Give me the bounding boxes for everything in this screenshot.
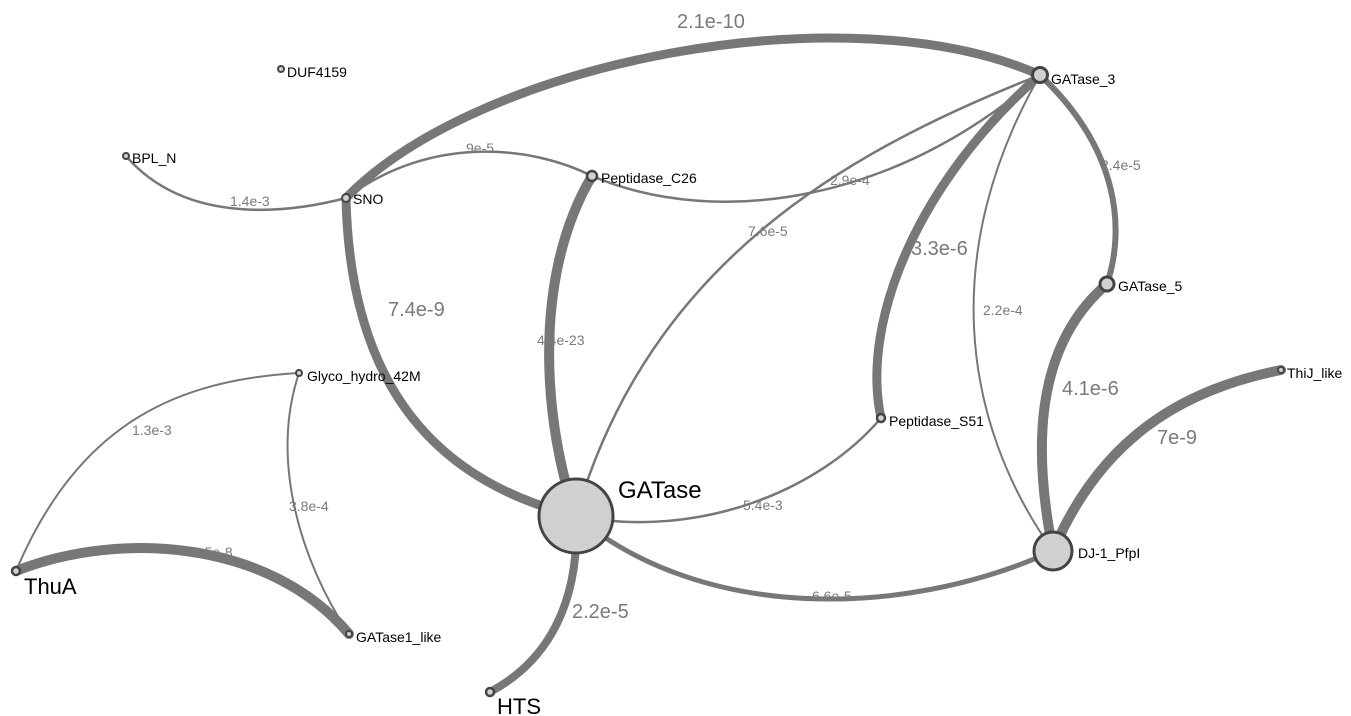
edge-label-gatase-peps51: 5.4e-3 [743, 497, 783, 513]
edge-sno-gatase [341, 193, 581, 521]
node-gatase1[interactable]: GATase1_like [345, 629, 442, 645]
edge-glyco-gatase1 [286, 372, 350, 635]
edge-label-gatase-dj1: 6.6e-5 [812, 588, 852, 604]
node-label-pepc26: Peptidase_C26 [601, 170, 697, 186]
node-sno[interactable]: SNO [341, 191, 383, 207]
edge-dj1-thij [1048, 365, 1286, 556]
node-label-hts: HTS [497, 694, 541, 716]
edge-gatase3-peps51 [872, 70, 1045, 423]
node-label-gatase5: GATase_5 [1118, 278, 1183, 294]
edge-bpln-sno [124, 154, 348, 212]
edge-label-dj1-thij: 7e-9 [1157, 427, 1197, 449]
node-label-gatase1: GATase1_like [356, 629, 442, 645]
edge-label-thua-gatase1: 4.5e-8 [193, 544, 233, 560]
edge-label-thua-glyco: 1.3e-3 [132, 422, 172, 438]
node-label-glyco: Glyco_hydro_42M [307, 368, 421, 384]
edges [11, 33, 1286, 696]
node-gatase3[interactable]: GATase_3 [1031, 66, 1116, 88]
edge-label-gatase3-gatase5: 2.4e-5 [1101, 157, 1141, 173]
edge-gatase-gatase3 [574, 73, 1042, 518]
node-dj1[interactable]: DJ-1_PfpI [1032, 530, 1140, 572]
node-label-gatase3: GATase_3 [1051, 71, 1116, 87]
edge-sno-gatase3 [341, 33, 1045, 203]
edge-label-pepc26-gatase3: 2.9e-4 [830, 172, 870, 188]
node-label-dj1: DJ-1_PfpI [1078, 545, 1140, 561]
node-label-thua: ThuA [24, 574, 77, 599]
edge-label-gatase5-dj1: 4.1e-6 [1062, 378, 1119, 400]
node-label-bpln: BPL_N [132, 150, 176, 166]
edge-gatase-peps51 [574, 416, 883, 524]
edge-gatase-dj1 [573, 513, 1056, 602]
edge-label-gatase3-dj1: 2.2e-4 [983, 302, 1023, 318]
node-thua[interactable]: ThuA [10, 565, 77, 599]
node-hts[interactable]: HTS [484, 686, 541, 716]
edge-sno-pepc26 [344, 150, 594, 200]
node-label-sno: SNO [353, 191, 383, 207]
node-gatase5[interactable]: GATase_5 [1098, 275, 1183, 294]
edge-gatase3-gatase5 [1037, 72, 1119, 287]
node-label-thij: ThiJ_like [1287, 365, 1342, 381]
node-gatase[interactable]: GATase [537, 477, 702, 555]
edge-pepc26-gatase [544, 171, 597, 521]
node-label-gatase: GATase [618, 477, 702, 504]
edge-label-sno-gatase: 7.4e-9 [388, 299, 445, 321]
edge-label-sno-gatase3: 2.1e-10 [677, 11, 745, 33]
node-label-peps51: Peptidase_S51 [889, 413, 984, 429]
edge-thua-glyco [15, 372, 300, 572]
edge-label-gatase-gatase3: 7.6e-5 [748, 223, 788, 239]
nodes: GATase GATase_3 GATase_5 DJ-1_PfpI ThiJ_… [10, 64, 1342, 716]
node-peps51[interactable]: Peptidase_S51 [875, 412, 984, 429]
edge-label-sno-pepc26: 9e-5 [466, 140, 494, 156]
edge-thua-gatase1 [11, 543, 354, 639]
node-label-duf: DUF4159 [287, 64, 347, 80]
node-duf[interactable]: DUF4159 [277, 64, 347, 80]
edge-label-glyco-gatase1: 3.8e-4 [289, 498, 329, 514]
edge-label-gatase3-peps51: 3.3e-6 [911, 238, 968, 260]
edge-label-gatase-hts: 2.2e-5 [572, 601, 629, 623]
edge-label-bpln-sno: 1.4e-3 [230, 193, 270, 209]
edge-label-pepc26-gatase: 4.4e-23 [537, 332, 585, 348]
node-glyco[interactable]: Glyco_hydro_42M [295, 368, 421, 384]
edge-gatase3-dj1 [972, 74, 1054, 552]
edge-labels: 2.1e-10 7.4e-9 9e-5 1.4e-3 4.4e-23 2.9e-… [132, 11, 1197, 623]
node-pepc26[interactable]: Peptidase_C26 [585, 169, 697, 186]
node-thij[interactable]: ThiJ_like [1277, 365, 1342, 381]
node-bpln[interactable]: BPL_N [122, 150, 176, 166]
edge-gatase5-dj1 [1036, 279, 1112, 556]
